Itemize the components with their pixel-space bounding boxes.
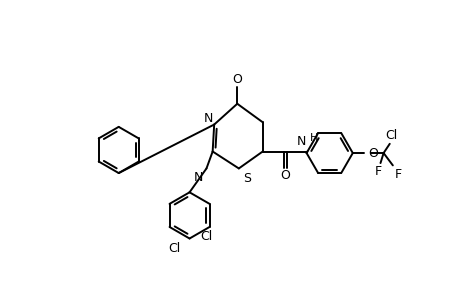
Text: Cl: Cl (384, 129, 397, 142)
Text: Cl: Cl (168, 242, 180, 255)
Text: O: O (367, 146, 377, 160)
Text: F: F (374, 165, 381, 178)
Text: H: H (309, 133, 317, 143)
Text: Cl: Cl (200, 230, 212, 244)
Text: S: S (243, 172, 251, 184)
Text: O: O (232, 74, 242, 86)
Text: N: N (296, 135, 305, 148)
Text: N: N (194, 171, 203, 184)
Text: N: N (204, 112, 213, 125)
Text: O: O (280, 169, 289, 182)
Text: F: F (393, 168, 401, 182)
